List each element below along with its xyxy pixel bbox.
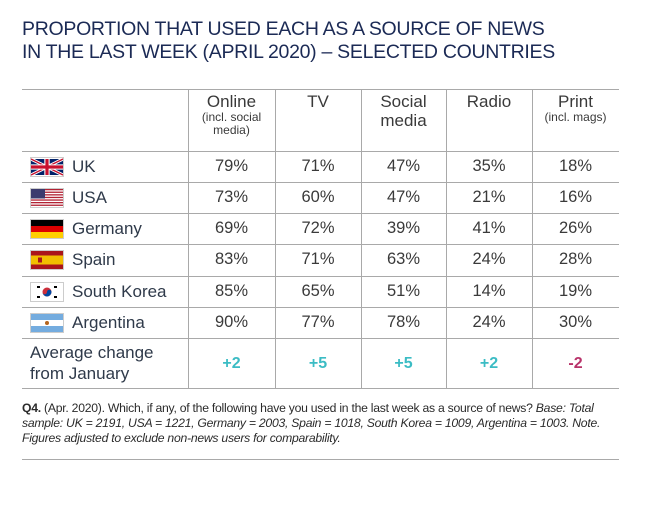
country-name: Spain (72, 249, 116, 269)
country-name: USA (72, 187, 107, 207)
table-cell: 24% (472, 313, 506, 331)
country-name: Germany (72, 218, 142, 238)
usa-flag-icon (30, 187, 64, 208)
table-cell: 71% (301, 250, 335, 268)
row-divider (22, 338, 619, 339)
table-cell: 73% (214, 188, 249, 206)
column-header: TV (275, 92, 361, 111)
row-divider (22, 276, 619, 277)
row-divider (22, 213, 619, 214)
table-cell: 39% (386, 219, 421, 237)
column-header-label: Print (558, 92, 593, 111)
column-header-label: Social media (380, 92, 427, 130)
question-id: Q4. (22, 401, 41, 415)
table-cell: 14% (472, 282, 506, 300)
column-header-sublabel: (incl. mags) (544, 110, 607, 124)
table-cell: 41% (472, 219, 506, 237)
table-cell: 60% (301, 188, 335, 206)
table-cell: 72% (301, 219, 335, 237)
table-cell: 69% (214, 219, 249, 237)
row-divider (22, 307, 619, 308)
average-change-label: Average change from January (30, 343, 154, 383)
column-header-sublabel: (incl. social media) (201, 110, 262, 137)
column-header: Online (incl. social media) (188, 92, 275, 137)
row-divider (22, 151, 619, 152)
footer-divider (22, 459, 619, 460)
page-title: PROPORTION THAT USED EACH AS A SOURCE OF… (22, 18, 642, 64)
table-cell: 21% (472, 188, 506, 206)
table-cell: 18% (558, 157, 593, 175)
country-name: Argentina (72, 312, 145, 332)
table-cell: 26% (558, 219, 593, 237)
table-cell: 90% (214, 313, 249, 331)
column-header: Print (incl. mags) (532, 92, 619, 124)
table-cell: 51% (386, 282, 421, 300)
column-divider (446, 89, 447, 388)
country-name: UK (72, 156, 96, 176)
country-label: Germany (30, 213, 142, 244)
column-divider (532, 89, 533, 388)
country-label: USA (30, 182, 107, 213)
country-label: South Korea (30, 276, 167, 307)
country-label: Spain (30, 244, 115, 275)
table-cell: 63% (386, 250, 421, 268)
country-name: South Korea (72, 281, 167, 301)
question-text: (Apr. 2020). Which, if any, of the follo… (40, 401, 536, 415)
table-cell: 71% (301, 157, 335, 175)
column-header: Social media (361, 92, 446, 130)
average-change-value: +2 (222, 355, 241, 372)
table-cell: 35% (472, 157, 506, 175)
table-cell: 77% (301, 313, 335, 331)
column-header-label: TV (307, 92, 329, 111)
column-header: Radio (446, 92, 532, 111)
average-change-value: +5 (394, 355, 413, 372)
table-cell: 78% (386, 313, 421, 331)
table-cell: 83% (214, 250, 249, 268)
title-line-2: IN THE LAST WEEK (APRIL 2020) – SELECTED… (22, 41, 555, 63)
spain-flag-icon (30, 249, 64, 270)
row-divider (22, 182, 619, 183)
title-line-1: PROPORTION THAT USED EACH AS A SOURCE OF… (22, 18, 545, 40)
germany-flag-icon (30, 218, 64, 239)
table-cell: 47% (386, 188, 421, 206)
column-header-label: Radio (466, 92, 512, 111)
table-cell: 85% (214, 282, 249, 300)
base-note: Base: Total sample: UK = 2191, USA = 122… (22, 401, 601, 445)
row-divider (22, 244, 619, 245)
country-label: Argentina (30, 307, 145, 338)
table-cell: 19% (558, 282, 593, 300)
column-header-label: Online (206, 92, 257, 111)
table-cell: 16% (558, 188, 593, 206)
average-change-value: -2 (568, 355, 583, 372)
column-divider (275, 89, 276, 388)
table-cell: 65% (301, 282, 335, 300)
uk-flag-icon (30, 156, 64, 177)
table-cell: 47% (386, 157, 421, 175)
country-label: UK (30, 151, 96, 182)
average-change-value: +2 (479, 355, 499, 372)
row-divider (22, 388, 619, 389)
column-divider (361, 89, 362, 388)
table-cell: 30% (558, 313, 593, 331)
south-korea-flag-icon (30, 281, 64, 302)
table-cell: 28% (558, 250, 593, 268)
table-cell: 24% (472, 250, 506, 268)
footnote: Q4. (Apr. 2020). Which, if any, of the f… (22, 401, 622, 446)
table-cell: 79% (214, 157, 249, 175)
average-change-value: +5 (308, 355, 328, 372)
argentina-flag-icon (30, 312, 64, 333)
column-divider (188, 89, 189, 388)
row-divider (22, 89, 619, 90)
